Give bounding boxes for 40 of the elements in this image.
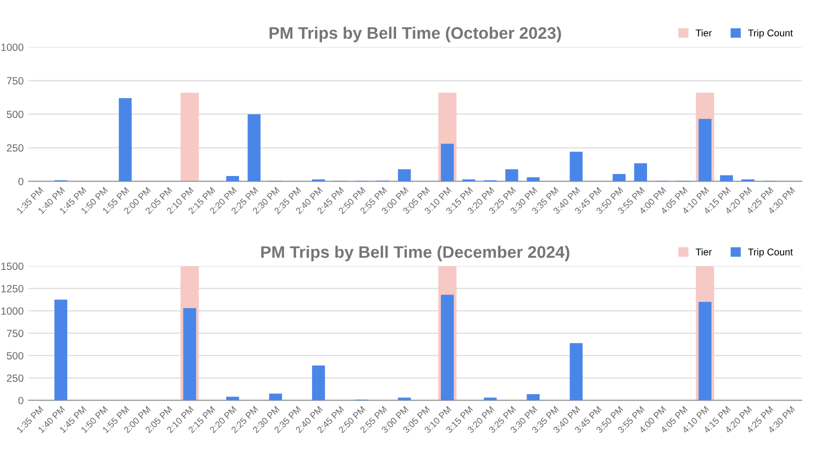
bar	[612, 174, 626, 182]
y-tick-label: 500	[6, 352, 24, 360]
legend-label: Tier	[696, 29, 712, 36]
y-tick-label: 250	[6, 374, 24, 382]
y-tick-label: 750	[6, 330, 24, 338]
bar	[698, 118, 712, 182]
y-tick-label: 500	[6, 110, 24, 118]
bar	[720, 175, 733, 182]
bar	[312, 365, 325, 400]
bar	[180, 92, 199, 182]
y-tick-label: 0	[18, 396, 24, 404]
legend-label: Trip Count	[748, 29, 793, 38]
bar	[248, 114, 261, 182]
bar	[54, 300, 68, 400]
y-tick-label: 1000	[1, 307, 24, 315]
bar	[634, 163, 648, 182]
bar	[526, 394, 540, 400]
bar	[226, 176, 240, 182]
y-tick-label: 750	[6, 77, 24, 85]
bar	[183, 308, 196, 400]
bar	[570, 343, 583, 400]
legend-label: Trip Count	[748, 248, 793, 258]
y-tick-label: 1500	[1, 262, 24, 270]
bar	[398, 169, 411, 182]
y-tick-label: 0	[18, 178, 24, 186]
bar	[505, 169, 518, 182]
bar	[118, 98, 132, 182]
legend-label: Tier	[696, 248, 712, 256]
bar	[398, 398, 411, 400]
bar	[440, 294, 454, 400]
bar	[269, 394, 282, 400]
bar	[698, 302, 712, 400]
y-tick-label: 1000	[1, 44, 24, 51]
bar	[440, 144, 454, 182]
bar	[484, 398, 497, 400]
chart-title: PM Trips by Bell Time (December 2024)	[261, 246, 570, 262]
chart-title: PM Trips by Bell Time (October 2023)	[270, 26, 561, 42]
y-tick-label: 250	[6, 144, 24, 152]
bar	[570, 152, 583, 182]
y-tick-label: 1250	[1, 284, 24, 292]
